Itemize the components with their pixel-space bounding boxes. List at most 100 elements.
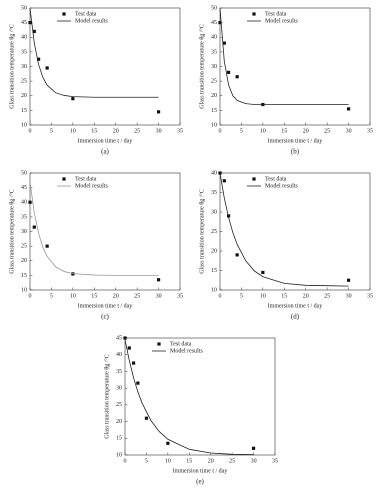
x-tick-label: 10 bbox=[260, 128, 266, 134]
plot-frame bbox=[29, 172, 181, 291]
y-tick-label: 15 bbox=[21, 273, 27, 279]
y-tick-label: 25 bbox=[21, 79, 27, 85]
x-tick-label: 20 bbox=[303, 293, 309, 299]
x-tick-label: 0 bbox=[219, 293, 222, 299]
data-point bbox=[218, 21, 222, 25]
y-tick-label: 30 bbox=[116, 386, 122, 392]
y-tick-label: 25 bbox=[21, 244, 27, 250]
data-point bbox=[261, 270, 265, 275]
x-tick-label: 10 bbox=[70, 128, 76, 134]
y-tick-label: 30 bbox=[21, 229, 27, 235]
y-axis-label: Glass transition temperature θg /°C bbox=[8, 24, 15, 109]
data-point bbox=[251, 446, 256, 450]
data-point bbox=[28, 200, 32, 204]
x-tick-label: 15 bbox=[281, 128, 287, 134]
y-axis-label: Glass transition temperature θg /°C bbox=[198, 24, 205, 109]
y-tick-label: 50 bbox=[21, 170, 27, 176]
data-point bbox=[226, 70, 231, 74]
x-tick-label: 20 bbox=[113, 293, 119, 299]
legend-label: Model results bbox=[170, 348, 203, 354]
data-point bbox=[235, 75, 239, 79]
x-tick-label: 20 bbox=[303, 128, 309, 134]
y-tick-label: 25 bbox=[116, 402, 122, 408]
legend-label: Test data bbox=[265, 11, 287, 17]
y-tick-label: 45 bbox=[211, 20, 217, 26]
data-point bbox=[156, 278, 161, 282]
x-tick-label: 25 bbox=[134, 293, 140, 299]
y-tick-label: 40 bbox=[116, 352, 122, 358]
legend-marker bbox=[252, 12, 256, 16]
data-point bbox=[144, 416, 149, 420]
data-point bbox=[32, 29, 36, 33]
legend-label: Test data bbox=[75, 11, 97, 17]
x-axis-label: Immersion time t / day bbox=[268, 138, 323, 144]
y-tick-label: 45 bbox=[116, 335, 122, 341]
legend-label: Test data bbox=[265, 176, 287, 182]
x-axis-label: Immersion time t / day bbox=[173, 468, 228, 474]
x-tick-label: 10 bbox=[70, 293, 76, 299]
plot-frame bbox=[219, 172, 371, 291]
x-tick-label: 25 bbox=[134, 128, 140, 134]
x-tick-label: 30 bbox=[251, 458, 257, 464]
data-point bbox=[71, 97, 75, 101]
x-axis-label: Immersion time t / day bbox=[78, 138, 133, 144]
x-tick-label: 30 bbox=[346, 293, 352, 299]
data-point bbox=[123, 336, 127, 340]
model-line bbox=[29, 7, 159, 98]
y-tick-label: 25 bbox=[211, 229, 217, 235]
data-point bbox=[45, 66, 49, 70]
y-axis-label: Glass transition temperature θg /°C bbox=[103, 354, 110, 439]
y-tick-label: 40 bbox=[211, 170, 217, 176]
x-tick-label: 0 bbox=[124, 458, 127, 464]
x-axis-label: Immersion time t / day bbox=[268, 303, 323, 309]
y-axis-label: Glass transition temperature θg /°C bbox=[198, 189, 205, 274]
y-tick-label: 35 bbox=[211, 49, 217, 55]
y-tick-label: 20 bbox=[116, 419, 122, 425]
y-tick-label: 10 bbox=[21, 287, 27, 293]
y-tick-label: 15 bbox=[211, 108, 217, 114]
y-tick-label: 40 bbox=[21, 200, 27, 206]
y-tick-label: 15 bbox=[21, 108, 27, 114]
legend-label: Test data bbox=[170, 341, 192, 347]
data-point bbox=[32, 225, 36, 229]
x-tick-label: 15 bbox=[186, 458, 192, 464]
x-tick-label: 35 bbox=[272, 458, 278, 464]
plot-frame bbox=[29, 7, 181, 126]
y-tick-label: 20 bbox=[21, 93, 27, 99]
y-tick-label: 30 bbox=[211, 64, 217, 70]
x-tick-label: 25 bbox=[229, 458, 235, 464]
y-tick-label: 20 bbox=[211, 248, 217, 254]
x-tick-label: 35 bbox=[177, 293, 183, 299]
x-tick-label: 5 bbox=[240, 128, 243, 134]
legend-marker bbox=[252, 177, 256, 181]
y-axis-label: Glass transition temperature θg /°C bbox=[8, 189, 15, 274]
legend-label: Model results bbox=[265, 18, 298, 24]
data-point bbox=[222, 179, 226, 183]
legend-label: Model results bbox=[75, 183, 108, 189]
data-point bbox=[131, 361, 136, 365]
y-tick-label: 30 bbox=[21, 64, 27, 70]
x-tick-label: 15 bbox=[91, 293, 97, 299]
x-tick-label: 30 bbox=[156, 293, 162, 299]
y-tick-label: 10 bbox=[21, 122, 27, 128]
y-tick-label: 15 bbox=[211, 268, 217, 274]
x-tick-label: 5 bbox=[145, 458, 148, 464]
data-point bbox=[346, 278, 351, 282]
legend-marker bbox=[62, 12, 66, 16]
data-point bbox=[166, 441, 170, 445]
model-line bbox=[219, 172, 349, 287]
legend-label: Model results bbox=[75, 18, 108, 24]
y-tick-label: 35 bbox=[116, 369, 122, 375]
y-tick-label: 35 bbox=[211, 190, 217, 196]
legend-label: Test data bbox=[75, 176, 97, 182]
x-tick-label: 20 bbox=[208, 458, 214, 464]
model-line bbox=[29, 181, 159, 276]
y-tick-label: 35 bbox=[21, 49, 27, 55]
y-tick-label: 35 bbox=[21, 214, 27, 220]
caption: (d) bbox=[291, 313, 300, 321]
caption: (b) bbox=[291, 148, 300, 156]
caption: (c) bbox=[101, 313, 109, 321]
plot-frame bbox=[124, 337, 276, 456]
model-line bbox=[219, 7, 349, 105]
